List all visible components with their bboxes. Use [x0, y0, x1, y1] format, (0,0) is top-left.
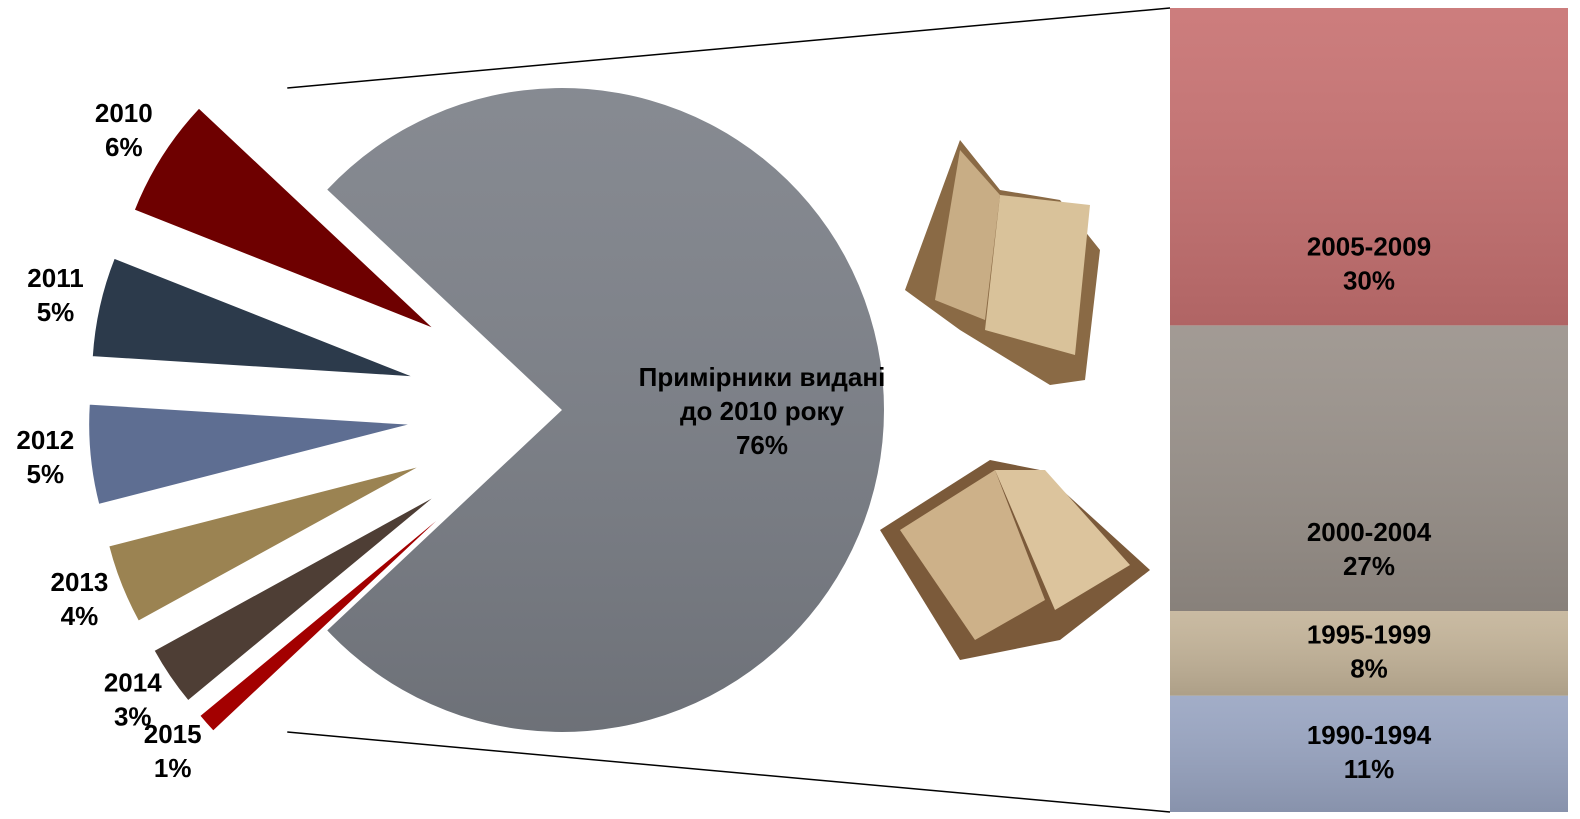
value-label: 1%	[154, 753, 192, 783]
book-illustration	[880, 140, 1150, 660]
data-label: 2010 6%	[95, 98, 153, 162]
value-label: 76%	[735, 430, 789, 460]
segment-shade	[1170, 695, 1568, 812]
category-label: 2005-2009	[1307, 231, 1431, 261]
category-label: 2011	[27, 263, 83, 293]
pie-slice	[108, 465, 421, 622]
data-label: Примірники видані до 2010 року 76%	[637, 360, 887, 462]
data-label: 2015 1%	[144, 719, 202, 783]
segment-shade	[1170, 611, 1568, 696]
category-label: 2014	[104, 668, 162, 698]
value-label: 11%	[1344, 754, 1395, 784]
data-label: 1995-1999 8%	[1307, 619, 1431, 683]
data-label: 2005-2009 30%	[1307, 231, 1431, 295]
value-label: 3%	[114, 702, 152, 732]
category-label: 1990-1994	[1307, 720, 1432, 750]
value-label: 5%	[27, 459, 65, 489]
value-label: 27%	[1343, 551, 1395, 581]
data-label: 2011 5%	[27, 263, 83, 327]
category-label: 2010	[95, 98, 153, 128]
value-label: 30%	[1343, 265, 1395, 295]
category-label: 2015	[144, 719, 202, 749]
pie-slice	[133, 107, 435, 330]
data-label: 2014 3%	[104, 668, 162, 732]
value-label: 8%	[1350, 653, 1388, 683]
category-label: 2000-2004	[1307, 517, 1432, 547]
pie-slice	[91, 257, 414, 378]
value-label: 5%	[37, 297, 75, 327]
category-label: 1995-1999	[1307, 619, 1431, 649]
value-label: 6%	[105, 132, 143, 162]
segment-shade	[1170, 325, 1568, 611]
data-label: 1990-1994 11%	[1307, 720, 1432, 784]
pie-slice	[199, 510, 449, 732]
category-label: 2012	[16, 425, 74, 455]
category-label: 2013	[51, 567, 109, 597]
value-label: 4%	[61, 601, 99, 631]
slice-shade	[327, 88, 884, 733]
data-label: 2013 4%	[51, 567, 109, 631]
connector-line	[287, 7, 1171, 89]
pie-slice	[153, 494, 437, 702]
data-label: 2012 5%	[16, 425, 74, 489]
data-label: 2000-2004 27%	[1307, 517, 1432, 581]
category-label: Примірники видані до 2010 року	[638, 362, 886, 426]
segment-shade	[1170, 8, 1568, 326]
pie-slice	[88, 403, 411, 505]
connector-line	[287, 731, 1171, 813]
